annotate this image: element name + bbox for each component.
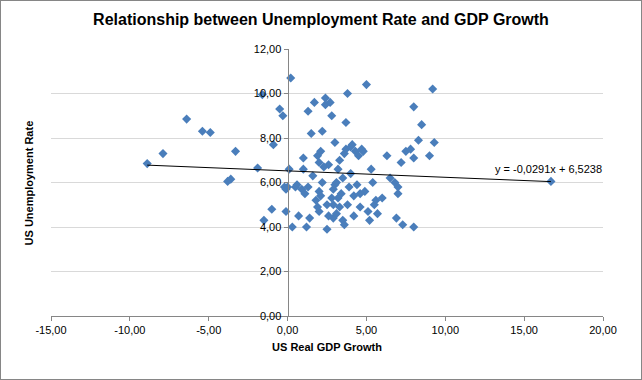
svg-text:y = -0,0291x + 6,5238: y = -0,0291x + 6,5238: [495, 163, 602, 175]
svg-text:12,00: 12,00: [254, 43, 282, 55]
svg-text:US Unemployment Rate: US Unemployment Rate: [23, 121, 35, 246]
svg-text:15,00: 15,00: [510, 324, 538, 336]
svg-text:2,00: 2,00: [260, 265, 281, 277]
svg-text:-10,00: -10,00: [114, 324, 145, 336]
svg-text:-15,00: -15,00: [35, 324, 66, 336]
svg-text:8,00: 8,00: [260, 132, 281, 144]
svg-text:6,00: 6,00: [260, 176, 281, 188]
svg-text:4,00: 4,00: [260, 221, 281, 233]
svg-text:10,00: 10,00: [432, 324, 460, 336]
svg-text:US Real GDP Growth: US Real GDP Growth: [272, 341, 382, 353]
svg-text:0,00: 0,00: [277, 324, 298, 336]
svg-text:-5,00: -5,00: [196, 324, 221, 336]
svg-text:20,00: 20,00: [589, 324, 617, 336]
svg-text:5,00: 5,00: [356, 324, 377, 336]
svg-text:0,00: 0,00: [260, 310, 281, 322]
svg-text:Relationship between Unemploym: Relationship between Unemployment Rate a…: [93, 11, 549, 28]
svg-text:10,00: 10,00: [254, 87, 282, 99]
